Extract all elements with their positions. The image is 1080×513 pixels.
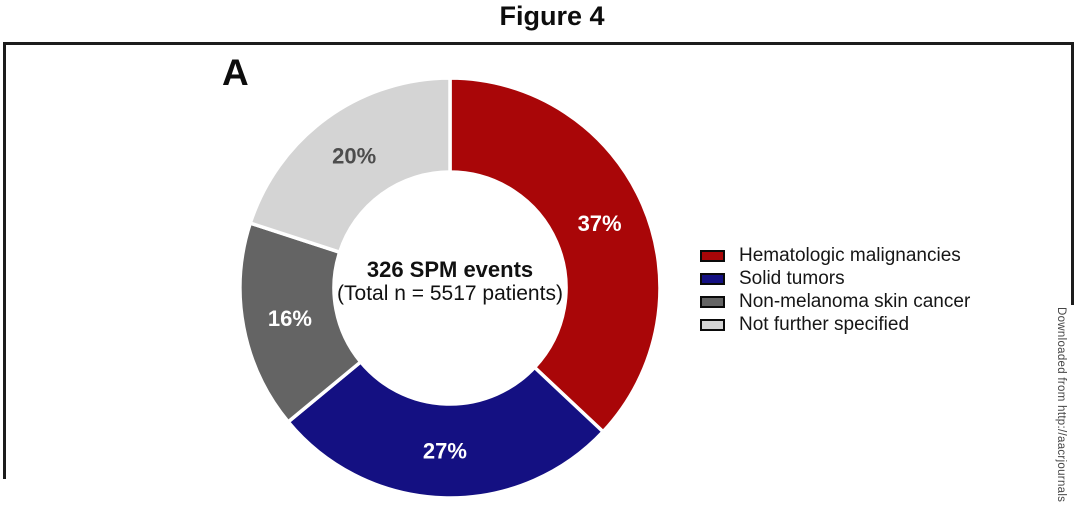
donut-chart-container: 37% 27% 16% 20%: [232, 70, 668, 506]
panel-border-left: [3, 42, 6, 479]
legend: Hematologic malignancies Solid tumors Non-…: [700, 244, 970, 336]
legend-item: Solid tumors: [700, 267, 970, 290]
donut-segment-0: [448, 76, 662, 434]
legend-label: Hematologic malignancies: [739, 244, 961, 266]
legend-swatch: [700, 272, 725, 285]
legend-swatch: [700, 318, 725, 331]
center-label-events: 326 SPM events: [366, 257, 534, 282]
legend-item: Non-melanoma skin cancer: [700, 290, 970, 313]
watermark-text: Downloaded from http://aacrjournals: [1055, 307, 1067, 503]
donut-segment-3: [248, 76, 452, 254]
panel-border-right: [1071, 42, 1074, 305]
center-label-total: (Total n = 5517 patients): [337, 282, 563, 305]
donut-segment-2: [238, 221, 363, 424]
legend-label: Non-melanoma skin cancer: [739, 290, 971, 312]
legend-label: Not further specified: [739, 313, 910, 335]
legend-item: Hematologic malignancies: [700, 244, 970, 267]
panel-label-a: A: [222, 52, 249, 93]
panel-border-top: [3, 42, 1074, 45]
legend-label: Solid tumors: [739, 267, 845, 289]
donut-segment-pct-label: 16%: [268, 306, 312, 331]
donut-chart: 37% 27% 16% 20%: [238, 76, 662, 500]
figure-title: Figure 4: [499, 1, 605, 31]
donut-center-label: 326 SPM events (Total n = 5517 patients): [320, 258, 580, 306]
legend-swatch: [700, 249, 725, 262]
donut-segment-pct-label: 37%: [578, 211, 622, 236]
donut-segment-1: [286, 360, 605, 500]
legend-item: Not further specified: [700, 313, 970, 336]
donut-segment-pct-label: 27%: [423, 438, 467, 463]
legend-swatch: [700, 295, 725, 308]
donut-segment-pct-label: 20%: [332, 144, 376, 169]
